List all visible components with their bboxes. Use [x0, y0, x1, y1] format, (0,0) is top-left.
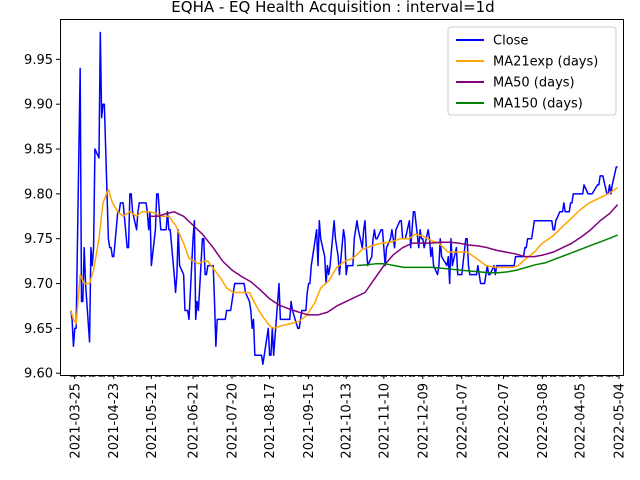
x-tick-label: 2021-12-09 [416, 383, 431, 459]
x-tick-label: 2022-02-07 [497, 383, 512, 459]
chart-title: EQHA - EQ Health Acquisition : interval=… [171, 0, 494, 16]
legend-box [447, 26, 617, 116]
legend: Close MA21exp (days) MA50 (days) MA150 (day… [447, 26, 617, 116]
series-line-ma50-days [150, 204, 619, 316]
series-line-close [70, 31, 618, 365]
legend-label-ma21exp-days: MA21exp (days) [493, 55, 598, 70]
x-tick-label: 2021-05-21 [145, 383, 160, 459]
x-tick-label: 2022-03-08 [536, 383, 551, 459]
x-tick-label: 2022-05-04 [612, 383, 627, 459]
plot-frame [60, 19, 624, 376]
x-tick-label: 2021-10-13 [340, 383, 355, 459]
y-tick-label: 9.70 [24, 277, 53, 292]
y-tick-label: 9.75 [24, 232, 53, 247]
x-tick-label: 2021-04-23 [107, 383, 122, 459]
legend-label-ma150-days: MA150 (days) [493, 97, 583, 112]
x-tick-label: 2021-11-10 [377, 383, 392, 459]
x-tick-label: 2021-06-21 [187, 383, 202, 459]
y-tick-label: 9.60 [24, 367, 53, 382]
legend-label-ma50-days: MA50 (days) [493, 76, 575, 91]
y-tick-label: 9.85 [24, 143, 53, 158]
legend-label-close: Close [493, 34, 528, 49]
y-axis: 9.60 9.65 9.70 9.75 9.80 9.85 9.90 9.95 [24, 53, 60, 382]
x-tick-label: 2021-03-25 [68, 383, 83, 459]
x-tick-label: 2022-01-07 [455, 383, 470, 459]
x-tick-label: 2021-07-20 [225, 383, 240, 459]
y-tick-label: 9.80 [24, 187, 53, 202]
x-tick-label: 2021-08-17 [263, 383, 278, 459]
series-line-ma21exp-days [70, 186, 619, 330]
series-line-ma150-days [356, 234, 618, 274]
x-tick-label: 2022-04-05 [574, 383, 589, 459]
x-axis: 2021-03-25 2021-04-23 2021-05-21 2021-06-21… [68, 375, 627, 459]
x-tick-label: 2021-09-15 [302, 383, 317, 459]
series-layer [70, 31, 619, 365]
y-tick-label: 9.65 [24, 322, 53, 337]
y-tick-label: 9.95 [24, 53, 53, 68]
y-tick-label: 9.90 [24, 98, 53, 113]
